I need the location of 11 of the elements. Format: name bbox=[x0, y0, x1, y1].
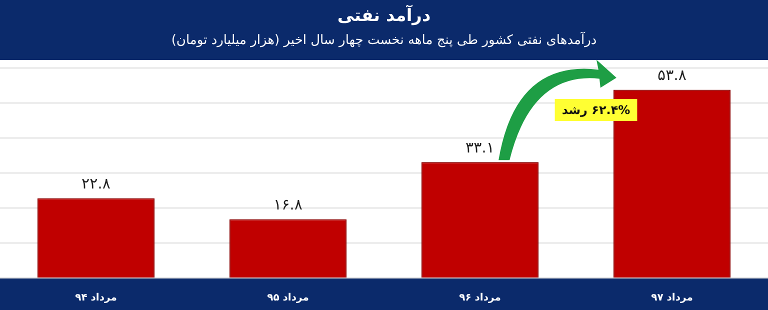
chart-title: درآمد نفتی bbox=[336, 4, 432, 26]
data-label: ۵۳.۸ bbox=[658, 66, 686, 84]
x-tick-label: مرداد ۹۴ bbox=[75, 292, 117, 304]
x-tick-label: مرداد ۹۷ bbox=[651, 292, 693, 304]
data-label: ۳۳.۱ bbox=[466, 138, 494, 157]
annotation: ۶۲.۴% رشد bbox=[562, 103, 630, 118]
x-tick-label: مرداد ۹۶ bbox=[459, 292, 501, 304]
data-label: ۲۲.۸ bbox=[82, 174, 110, 193]
chart-subtitle: درآمدهای نفتی کشور طی پنج ماهه نخست چهار سال اخیر (هزار میلیارد تومان) bbox=[170, 33, 598, 48]
x-tick-label: مرداد ۹۵ bbox=[267, 292, 309, 304]
data-label: ۱۶.۸ bbox=[274, 196, 302, 214]
